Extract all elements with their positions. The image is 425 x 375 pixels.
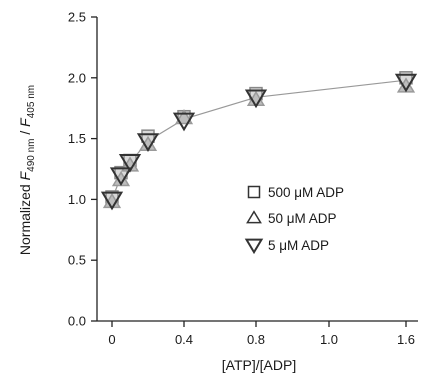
y-tick-label: 0.0 <box>68 314 86 329</box>
y-axis-label-sub2: 405 nm <box>26 85 37 118</box>
data-point-triangle-down <box>136 133 160 152</box>
y-tick-label: 0.5 <box>68 253 86 268</box>
legend-marker-triangle-up <box>246 210 262 224</box>
data-point-triangle-down <box>394 73 418 93</box>
data-points <box>100 71 418 211</box>
y-axis-label-sub1: 490 nm <box>26 138 37 171</box>
legend-marker-triangle-down <box>244 238 264 255</box>
y-tick-label: 2.0 <box>68 70 86 85</box>
x-tick-label: 1.6 <box>397 332 415 347</box>
y-tick-label: 1.0 <box>68 192 86 207</box>
data-point-triangle-down <box>100 191 124 211</box>
legend-label: 500 μM ADP <box>268 185 344 200</box>
x-tick-label: 0.8 <box>247 332 265 347</box>
x-tick-label: 0 <box>108 332 115 347</box>
legend-label: 50 μM ADP <box>268 211 337 226</box>
y-tick-label: 1.5 <box>68 131 86 146</box>
data-point-triangle-down <box>109 167 133 187</box>
data-point-triangle-down <box>172 112 196 132</box>
data-point-triangle-down <box>244 89 268 109</box>
y-axis-label: Normalized F490 nm / F405 nm <box>17 85 37 255</box>
y-axis-label-var2: F <box>17 117 33 127</box>
x-tick-label: 0.4 <box>175 332 193 347</box>
axes: 0.0 0.5 1.0 1.5 2.0 2.5 0 0.4 0.8 1.0 1.6 <box>68 10 418 347</box>
legend: 500 μM ADP 50 μM ADP 5 μM ADP <box>244 185 344 255</box>
y-axis-label-var1: F <box>17 170 33 180</box>
legend-marker-square <box>247 185 261 199</box>
y-tick-label: 2.5 <box>68 10 86 25</box>
legend-label: 5 μM ADP <box>268 238 329 253</box>
y-axis-label-sep: / <box>17 127 33 139</box>
data-point-triangle-down <box>118 153 142 173</box>
data-point-triangle-up <box>174 108 194 125</box>
y-axis-label-prefix: Normalized <box>17 180 33 255</box>
x-tick-label: 1.0 <box>320 332 338 347</box>
x-axis-label: [ATP]/[ADP] <box>222 357 296 373</box>
